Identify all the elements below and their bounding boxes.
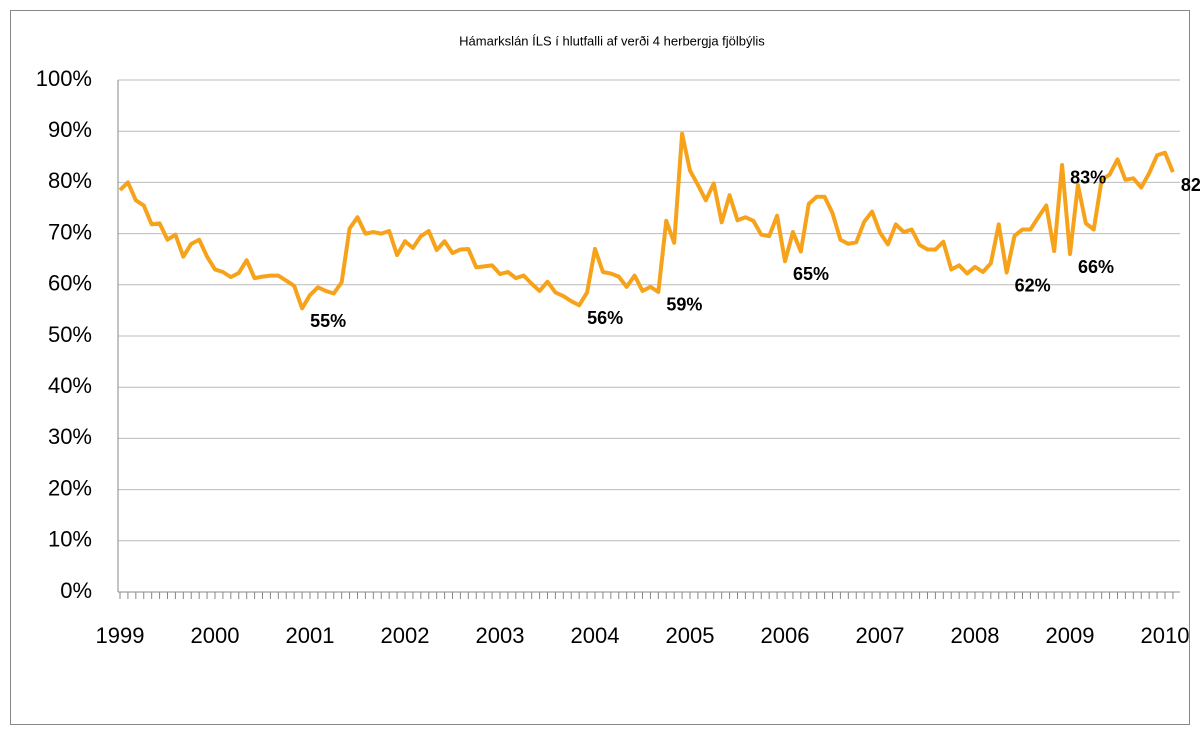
x-tick-label: 2000 <box>191 623 240 648</box>
y-tick-label: 0% <box>60 578 92 603</box>
x-tick-label: 2001 <box>286 623 335 648</box>
y-tick-label: 20% <box>48 475 92 500</box>
y-tick-label: 10% <box>48 527 92 552</box>
y-tick-label: 90% <box>48 117 92 142</box>
y-tick-label: 30% <box>48 424 92 449</box>
x-tick-label: 2007 <box>856 623 905 648</box>
data-label: 55% <box>310 311 346 331</box>
data-label: 66% <box>1078 257 1114 277</box>
x-tick-label: 2004 <box>571 623 620 648</box>
y-tick-label: 70% <box>48 219 92 244</box>
y-tick-label: 100% <box>36 66 92 91</box>
y-tick-label: 60% <box>48 271 92 296</box>
y-tick-label: 80% <box>48 168 92 193</box>
data-label: 82% <box>1181 175 1200 195</box>
y-tick-label: 40% <box>48 373 92 398</box>
x-tick-label: 2003 <box>476 623 525 648</box>
data-label: 62% <box>1015 275 1051 295</box>
x-tick-label: 2010 <box>1141 623 1190 648</box>
x-tick-label: 2009 <box>1046 623 1095 648</box>
x-tick-label: 2005 <box>666 623 715 648</box>
data-label: 65% <box>793 264 829 284</box>
x-tick-label: 2002 <box>381 623 430 648</box>
data-line <box>118 131 1175 311</box>
x-tick-label: 1999 <box>96 623 145 648</box>
x-tick-label: 2006 <box>761 623 810 648</box>
data-label: 56% <box>587 308 623 328</box>
x-tick-label: 2008 <box>951 623 1000 648</box>
data-label: 59% <box>666 295 702 315</box>
y-tick-label: 50% <box>48 322 92 347</box>
data-label: 83% <box>1070 168 1106 188</box>
chart-frame <box>10 10 1190 725</box>
chart-title: Hámarkslán ÍLS í hlutfalli af verði 4 he… <box>459 33 765 48</box>
